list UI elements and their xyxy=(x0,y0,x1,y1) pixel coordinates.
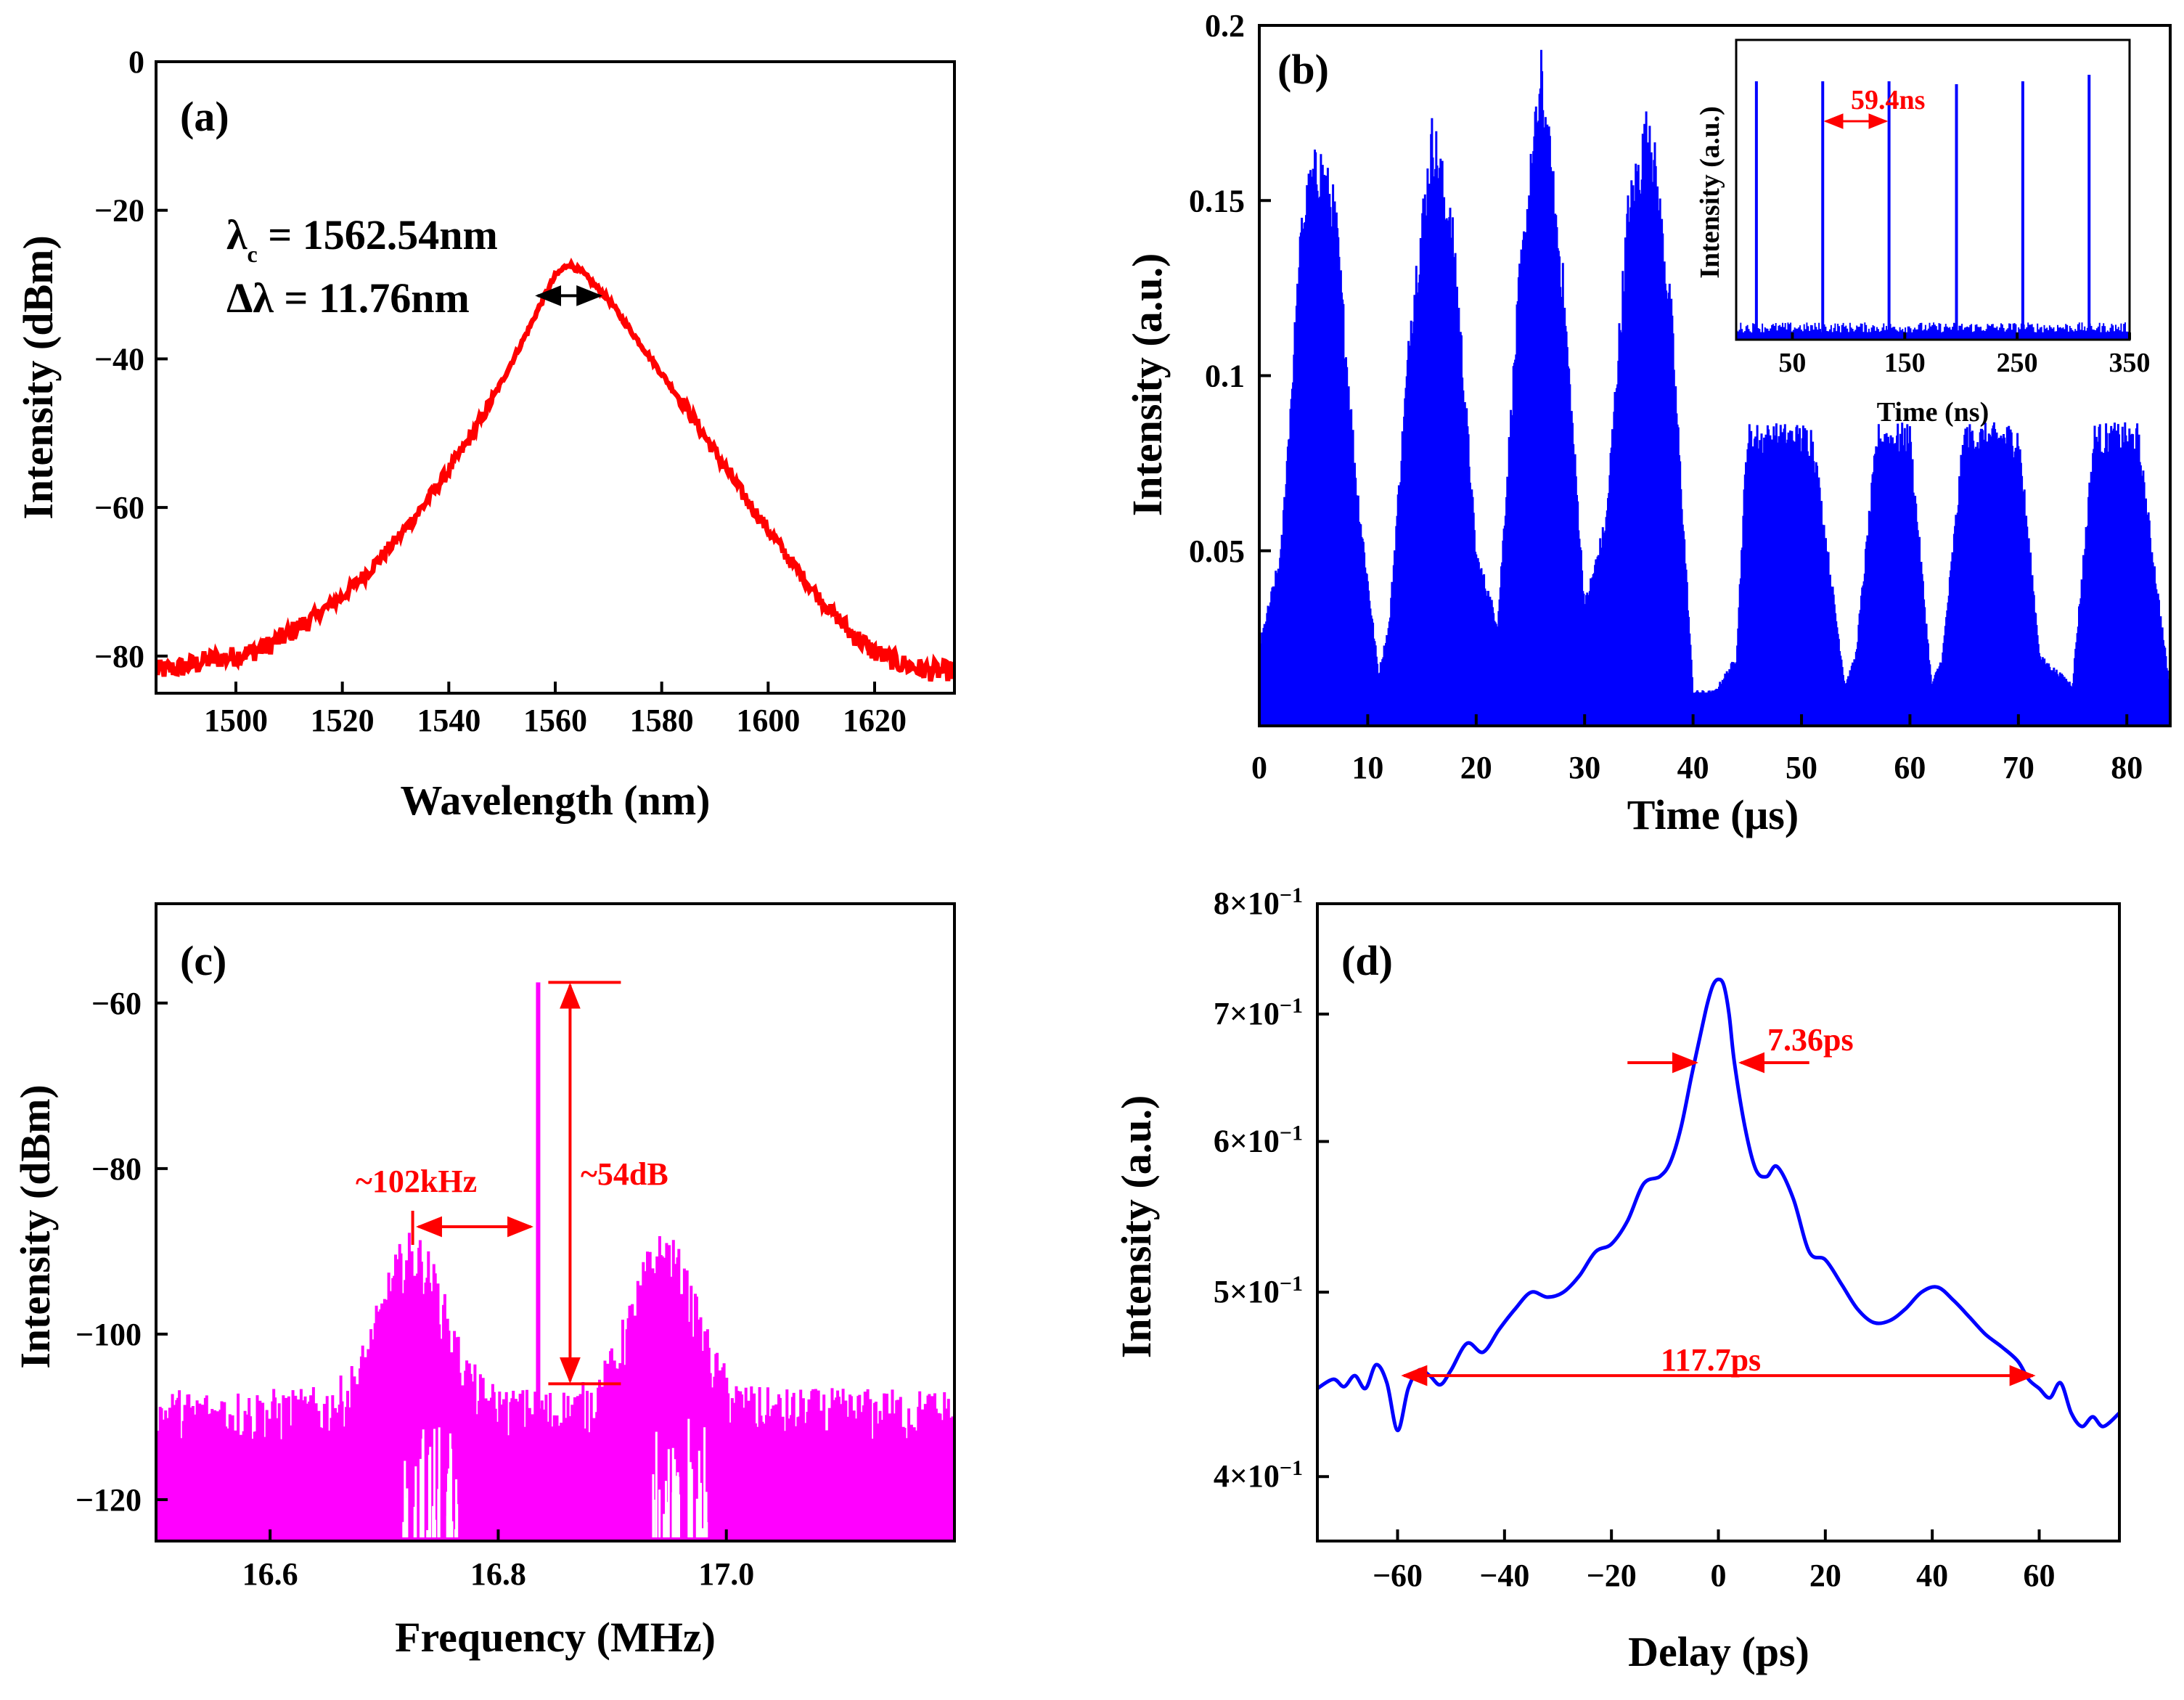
c-xtick-label: 16.8 xyxy=(470,1556,526,1592)
a-ytick-label: −40 xyxy=(94,341,144,377)
c-ylabel: Intensity (dBm) xyxy=(12,1084,59,1369)
a-xtick-label: 1500 xyxy=(204,703,268,738)
a-annotation-delta-lambda: Δλ = 11.76nm xyxy=(226,274,470,322)
d-panel-label: (d) xyxy=(1341,937,1393,984)
b-inset-spacing-label: 59.4ns xyxy=(1851,85,1925,115)
c-ytick-label: −120 xyxy=(75,1482,142,1518)
a-ytick-label: −60 xyxy=(94,490,144,526)
b-xtick-label: 20 xyxy=(1460,750,1492,785)
c-annotation-db: ~54dB xyxy=(581,1156,668,1192)
d-xtick-label: 20 xyxy=(1809,1558,1841,1593)
d-xtick-label: −40 xyxy=(1479,1558,1529,1593)
c-ytick-label: −60 xyxy=(91,986,142,1021)
a-ytick-label: 0 xyxy=(128,44,144,80)
c-spectrum-samples xyxy=(156,1233,954,1541)
d-xtick-label: 60 xyxy=(2024,1558,2056,1593)
panel-c: 16.6 16.8 17.0 −60−80−100−120 (c) ~102kHz … xyxy=(12,902,956,1661)
b-xtick-label: 30 xyxy=(1569,750,1600,785)
b-pulse-train xyxy=(1259,49,2170,726)
c-frame xyxy=(155,902,956,1542)
b-xlabel: Time (μs) xyxy=(1627,791,1799,838)
b-inset-xtick-label: 50 xyxy=(1778,348,1806,378)
c-ytick-label: −100 xyxy=(75,1317,142,1352)
a-ylabel: Intensity (dBm) xyxy=(15,235,62,520)
b-ytick-label: 0.15 xyxy=(1189,183,1245,218)
b-ylabel: Intensity (a.u.) xyxy=(1124,253,1171,517)
b-inset-frame xyxy=(1735,38,2131,341)
c-annotation-khz: ~102kHz xyxy=(356,1164,477,1199)
b-xtick-label: 50 xyxy=(1786,750,1817,785)
panel-b: 0 10 20 30 40 50 60 70 80 0.05 0.1 0.15 0.2 (b) Tim… xyxy=(1124,8,2172,838)
a-xtick-label: 1520 xyxy=(311,703,375,738)
a-xlabel: Wavelength (nm) xyxy=(401,777,711,824)
a-xtick-label: 1620 xyxy=(843,703,907,738)
a-ytick-label: −20 xyxy=(94,193,144,229)
b-inset-xlabel: Time (ns) xyxy=(1877,397,1989,428)
a-xtick-label: 1560 xyxy=(523,703,587,738)
c-panel-label: (c) xyxy=(180,937,226,984)
d-annotation-pedestal: 117.7ps xyxy=(1661,1342,1761,1378)
panel-d: −60 −40 −20 0 20 40 60 4×10−1 5×10−1 6×10−1 7×10−… xyxy=(1113,883,2121,1675)
d-ytick-label: 7×10−1 xyxy=(1214,994,1303,1032)
a-xtick-label: 1580 xyxy=(630,703,694,738)
b-xtick-label: 10 xyxy=(1351,750,1383,785)
a-ytick-label: −80 xyxy=(94,639,144,674)
b-xtick-label: 60 xyxy=(1894,750,1926,785)
d-ytick-label: 8×10−1 xyxy=(1214,883,1303,922)
d-ylabel: Intensity (a.u.) xyxy=(1113,1095,1160,1359)
a-xtick-label: 1540 xyxy=(417,703,480,738)
d-xtick-label: 0 xyxy=(1711,1558,1727,1593)
b-inset-xtick-label: 250 xyxy=(1997,348,2038,378)
b-panel-label: (b) xyxy=(1277,46,1329,93)
d-xlabel: Delay (ps) xyxy=(1628,1628,1809,1675)
c-ytick-label: −80 xyxy=(91,1151,142,1187)
b-ytick-label: 0.05 xyxy=(1189,534,1245,569)
d-frame xyxy=(1316,902,2121,1542)
c-rf-spectrum xyxy=(156,982,954,1541)
b-inset-xtick-label: 350 xyxy=(2109,348,2151,378)
b-ytick-label: 0.2 xyxy=(1205,8,1245,44)
b-ytick-label: 0.1 xyxy=(1205,359,1245,394)
b-inset: 50 150 250 350 Time (ns) Intensity (a.u.) 5… xyxy=(1695,38,2151,428)
c-spectrum-gaps xyxy=(402,1418,708,1537)
b-xtick-label: 0 xyxy=(1251,750,1267,785)
a-frame xyxy=(155,60,956,695)
d-xtick-label: −60 xyxy=(1373,1558,1423,1593)
b-xtick-label: 80 xyxy=(2111,750,2143,785)
b-xtick-label: 40 xyxy=(1677,750,1709,785)
c-xtick-label: 17.0 xyxy=(698,1556,754,1592)
b-xtick-label: 70 xyxy=(2003,750,2034,785)
a-xtick-label: 1600 xyxy=(736,703,800,738)
d-xtick-label: −20 xyxy=(1587,1558,1637,1593)
panel-a: 1500 1520 1540 1560 1580 1600 1620 0 −20 −40 −60 −… xyxy=(15,44,956,824)
c-xlabel: Frequency (MHz) xyxy=(395,1614,716,1661)
d-annotation-fwhm: 7.36ps xyxy=(1767,1022,1854,1058)
b-inset-ylabel: Intensity (a.u.) xyxy=(1695,106,1725,279)
d-xtick-label: 40 xyxy=(1916,1558,1948,1593)
b-pulse-samples xyxy=(1259,49,2170,726)
d-ytick-label: 4×10−1 xyxy=(1214,1456,1303,1495)
a-annotation-lambda-c: λc = 1562.54nm xyxy=(226,211,498,267)
d-ytick-label: 6×10−1 xyxy=(1214,1121,1303,1159)
a-spectrum-line xyxy=(156,257,954,682)
d-ytick-label: 5×10−1 xyxy=(1214,1272,1303,1310)
c-xtick-label: 16.6 xyxy=(242,1556,298,1592)
a-panel-label: (a) xyxy=(180,93,229,140)
b-inset-xtick-label: 150 xyxy=(1884,348,1926,378)
